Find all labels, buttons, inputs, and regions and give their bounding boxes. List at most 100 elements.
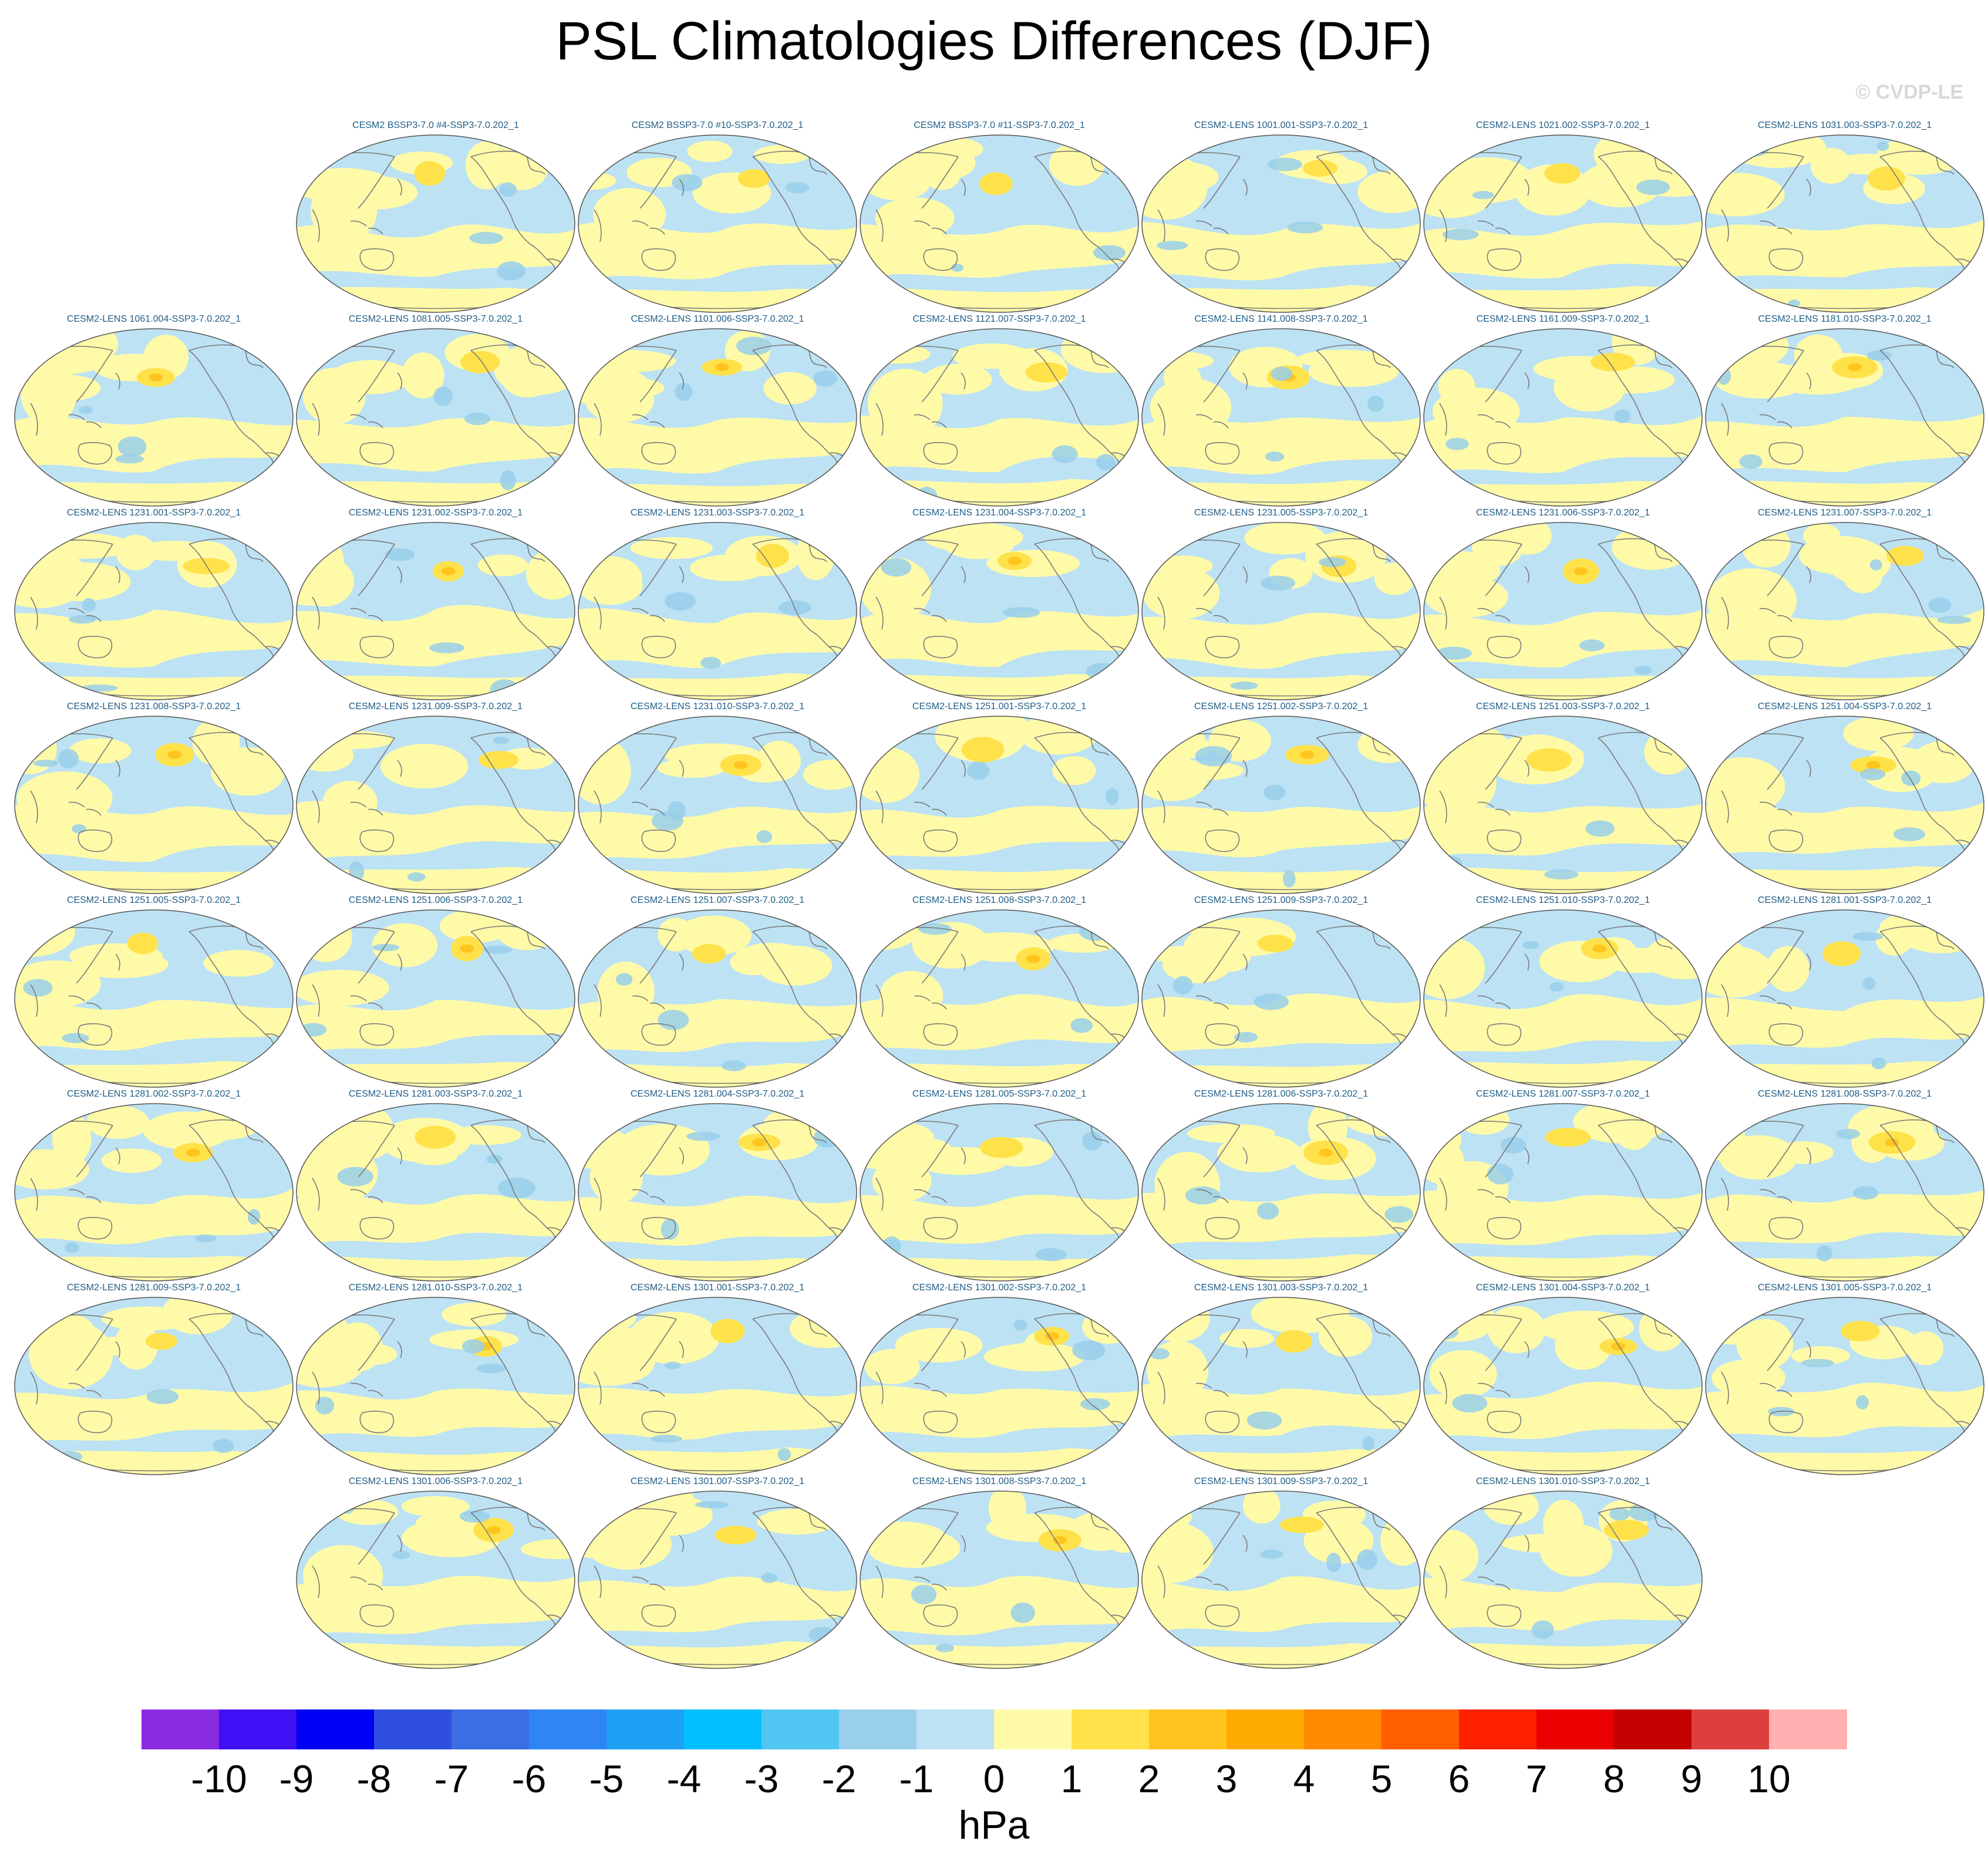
colorbar-tick-label: -10 bbox=[191, 1757, 247, 1800]
world-map-icon bbox=[1141, 1103, 1421, 1282]
world-map-icon bbox=[860, 716, 1139, 894]
map-panel: CESM2-LENS 1031.003-SSP3-7.0.202_1 bbox=[1704, 120, 1986, 314]
panel-label: CESM2-LENS 1301.009-SSP3-7.0.202_1 bbox=[1194, 1476, 1369, 1486]
map-panel: CESM2-LENS 1251.004-SSP3-7.0.202_1 bbox=[1704, 702, 1986, 895]
map-panel: CESM2-LENS 1251.010-SSP3-7.0.202_1 bbox=[1422, 895, 1704, 1089]
map-panel: CESM2-LENS 1251.003-SSP3-7.0.202_1 bbox=[1422, 702, 1704, 895]
map-panel: CESM2-LENS 1251.006-SSP3-7.0.202_1 bbox=[295, 895, 577, 1089]
map-panel: CESM2-LENS 1301.006-SSP3-7.0.202_1 bbox=[295, 1476, 577, 1670]
world-map-icon bbox=[1141, 134, 1421, 313]
map-panel: CESM2-LENS 1231.003-SSP3-7.0.202_1 bbox=[577, 508, 858, 702]
map-panel: CESM2-LENS 1251.001-SSP3-7.0.202_1 bbox=[858, 702, 1140, 895]
colorbar-swatch bbox=[761, 1709, 840, 1749]
world-map-icon bbox=[296, 1103, 575, 1282]
colorbar-tick-label: 9 bbox=[1680, 1757, 1703, 1800]
colorbar-swatch bbox=[1304, 1709, 1382, 1749]
colorbar-tick-label: 1 bbox=[1060, 1757, 1083, 1800]
panel-label: CESM2-LENS 1231.006-SSP3-7.0.202_1 bbox=[1475, 508, 1650, 518]
colorbar-swatch bbox=[296, 1709, 375, 1749]
colorbar-tick-label: -6 bbox=[511, 1757, 547, 1800]
colorbar-tick-label: 0 bbox=[983, 1757, 1005, 1800]
panel-label: CESM2-LENS 1251.001-SSP3-7.0.202_1 bbox=[912, 702, 1087, 711]
panel-label: CESM2-LENS 1231.005-SSP3-7.0.202_1 bbox=[1194, 508, 1369, 518]
map-panel: CESM2-LENS 1281.009-SSP3-7.0.202_1 bbox=[13, 1283, 295, 1476]
panel-label: CESM2-LENS 1121.007-SSP3-7.0.202_1 bbox=[912, 314, 1086, 324]
map-panel: CESM2-LENS 1281.008-SSP3-7.0.202_1 bbox=[1704, 1089, 1986, 1283]
world-map-icon bbox=[578, 328, 857, 507]
panel-label: CESM2-LENS 1301.005-SSP3-7.0.202_1 bbox=[1757, 1283, 1932, 1293]
world-map-icon bbox=[860, 522, 1139, 700]
colorbar-tick-label: -1 bbox=[899, 1757, 934, 1800]
panel-label: CESM2-LENS 1251.008-SSP3-7.0.202_1 bbox=[912, 895, 1087, 905]
world-map-icon bbox=[578, 716, 857, 894]
world-map-icon bbox=[1141, 716, 1421, 894]
panel-label: CESM2-LENS 1281.004-SSP3-7.0.202_1 bbox=[630, 1089, 805, 1099]
world-map-icon bbox=[1141, 1297, 1421, 1475]
map-panel: CESM2-LENS 1251.009-SSP3-7.0.202_1 bbox=[1140, 895, 1422, 1089]
world-map-icon bbox=[1423, 522, 1703, 700]
colorbar-swatch bbox=[219, 1709, 297, 1749]
world-map-icon bbox=[296, 328, 575, 507]
map-panel: CESM2-LENS 1301.004-SSP3-7.0.202_1 bbox=[1422, 1283, 1704, 1476]
colorbar-swatch bbox=[684, 1709, 762, 1749]
world-map-icon bbox=[296, 716, 575, 894]
map-panel: CESM2-LENS 1101.006-SSP3-7.0.202_1 bbox=[577, 314, 858, 508]
world-map-icon bbox=[14, 328, 294, 507]
colorbar-swatch bbox=[1459, 1709, 1537, 1749]
colorbar-tick-label: 8 bbox=[1603, 1757, 1625, 1800]
map-panel: CESM2-LENS 1231.006-SSP3-7.0.202_1 bbox=[1422, 508, 1704, 702]
panel-label: CESM2-LENS 1301.008-SSP3-7.0.202_1 bbox=[912, 1476, 1087, 1486]
map-panel: CESM2 BSSP3-7.0 #11-SSP3-7.0.202_1 bbox=[858, 120, 1140, 314]
figure-title: PSL Climatologies Differences (DJF) bbox=[555, 11, 1433, 71]
panel-label: CESM2-LENS 1021.002-SSP3-7.0.202_1 bbox=[1475, 120, 1650, 130]
map-panel: CESM2-LENS 1281.003-SSP3-7.0.202_1 bbox=[295, 1089, 577, 1283]
panel-label: CESM2-LENS 1251.009-SSP3-7.0.202_1 bbox=[1194, 895, 1369, 905]
colorbar-tick-label: 5 bbox=[1370, 1757, 1393, 1800]
world-map-icon bbox=[1423, 716, 1703, 894]
panel-label: CESM2-LENS 1231.001-SSP3-7.0.202_1 bbox=[66, 508, 241, 518]
panel-label: CESM2 BSSP3-7.0 #11-SSP3-7.0.202_1 bbox=[914, 120, 1085, 130]
panel-label: CESM2-LENS 1281.006-SSP3-7.0.202_1 bbox=[1194, 1089, 1369, 1099]
world-map-icon bbox=[860, 1491, 1139, 1669]
map-panel: CESM2-LENS 1281.010-SSP3-7.0.202_1 bbox=[295, 1283, 577, 1476]
colorbar-tick-label: 2 bbox=[1138, 1757, 1160, 1800]
colorbar-swatch bbox=[839, 1709, 917, 1749]
colorbar-units: hPa bbox=[958, 1803, 1030, 1847]
world-map-icon bbox=[1705, 1103, 1984, 1282]
colorbar-swatch bbox=[141, 1709, 220, 1749]
world-map-icon bbox=[1423, 328, 1703, 507]
panel-label: CESM2-LENS 1251.007-SSP3-7.0.202_1 bbox=[630, 895, 805, 905]
world-map-icon bbox=[1705, 716, 1984, 894]
panel-label: CESM2-LENS 1301.010-SSP3-7.0.202_1 bbox=[1475, 1476, 1650, 1486]
world-map-icon bbox=[296, 522, 575, 700]
world-map-icon bbox=[578, 909, 857, 1088]
colorbar-tick-label: 6 bbox=[1448, 1757, 1470, 1800]
panel-label: CESM2-LENS 1281.002-SSP3-7.0.202_1 bbox=[66, 1089, 241, 1099]
map-panel: CESM2-LENS 1231.010-SSP3-7.0.202_1 bbox=[577, 702, 858, 895]
map-panel: CESM2-LENS 1181.010-SSP3-7.0.202_1 bbox=[1704, 314, 1986, 508]
map-panel: CESM2-LENS 1281.006-SSP3-7.0.202_1 bbox=[1140, 1089, 1422, 1283]
panel-label: CESM2-LENS 1061.004-SSP3-7.0.202_1 bbox=[66, 314, 241, 324]
panel-label: CESM2-LENS 1031.003-SSP3-7.0.202_1 bbox=[1757, 120, 1932, 130]
map-panel: CESM2-LENS 1301.010-SSP3-7.0.202_1 bbox=[1422, 1476, 1704, 1670]
map-panel: CESM2-LENS 1281.001-SSP3-7.0.202_1 bbox=[1704, 895, 1986, 1089]
panel-label: CESM2-LENS 1281.010-SSP3-7.0.202_1 bbox=[348, 1283, 523, 1293]
panel-label: CESM2-LENS 1101.006-SSP3-7.0.202_1 bbox=[631, 314, 804, 324]
map-panel: CESM2-LENS 1301.009-SSP3-7.0.202_1 bbox=[1140, 1476, 1422, 1670]
map-panel: CESM2-LENS 1301.003-SSP3-7.0.202_1 bbox=[1140, 1283, 1422, 1476]
map-panel: CESM2-LENS 1301.007-SSP3-7.0.202_1 bbox=[577, 1476, 858, 1670]
world-map-icon bbox=[1705, 522, 1984, 700]
world-map-icon bbox=[1423, 1297, 1703, 1475]
colorbar-swatch bbox=[1614, 1709, 1692, 1749]
map-panel: CESM2-LENS 1161.009-SSP3-7.0.202_1 bbox=[1422, 314, 1704, 508]
panel-label: CESM2-LENS 1281.009-SSP3-7.0.202_1 bbox=[66, 1283, 241, 1293]
colorbar-tick-label: -3 bbox=[744, 1757, 779, 1800]
world-map-icon bbox=[860, 1103, 1139, 1282]
colorbar-swatch bbox=[606, 1709, 685, 1749]
world-map-icon bbox=[1705, 909, 1984, 1088]
map-panel: CESM2-LENS 1231.004-SSP3-7.0.202_1 bbox=[858, 508, 1140, 702]
map-panel: CESM2-LENS 1301.005-SSP3-7.0.202_1 bbox=[1704, 1283, 1986, 1476]
world-map-icon bbox=[578, 134, 857, 313]
panel-label: CESM2 BSSP3-7.0 #4-SSP3-7.0.202_1 bbox=[352, 120, 519, 130]
colorbar-swatch bbox=[1149, 1709, 1227, 1749]
